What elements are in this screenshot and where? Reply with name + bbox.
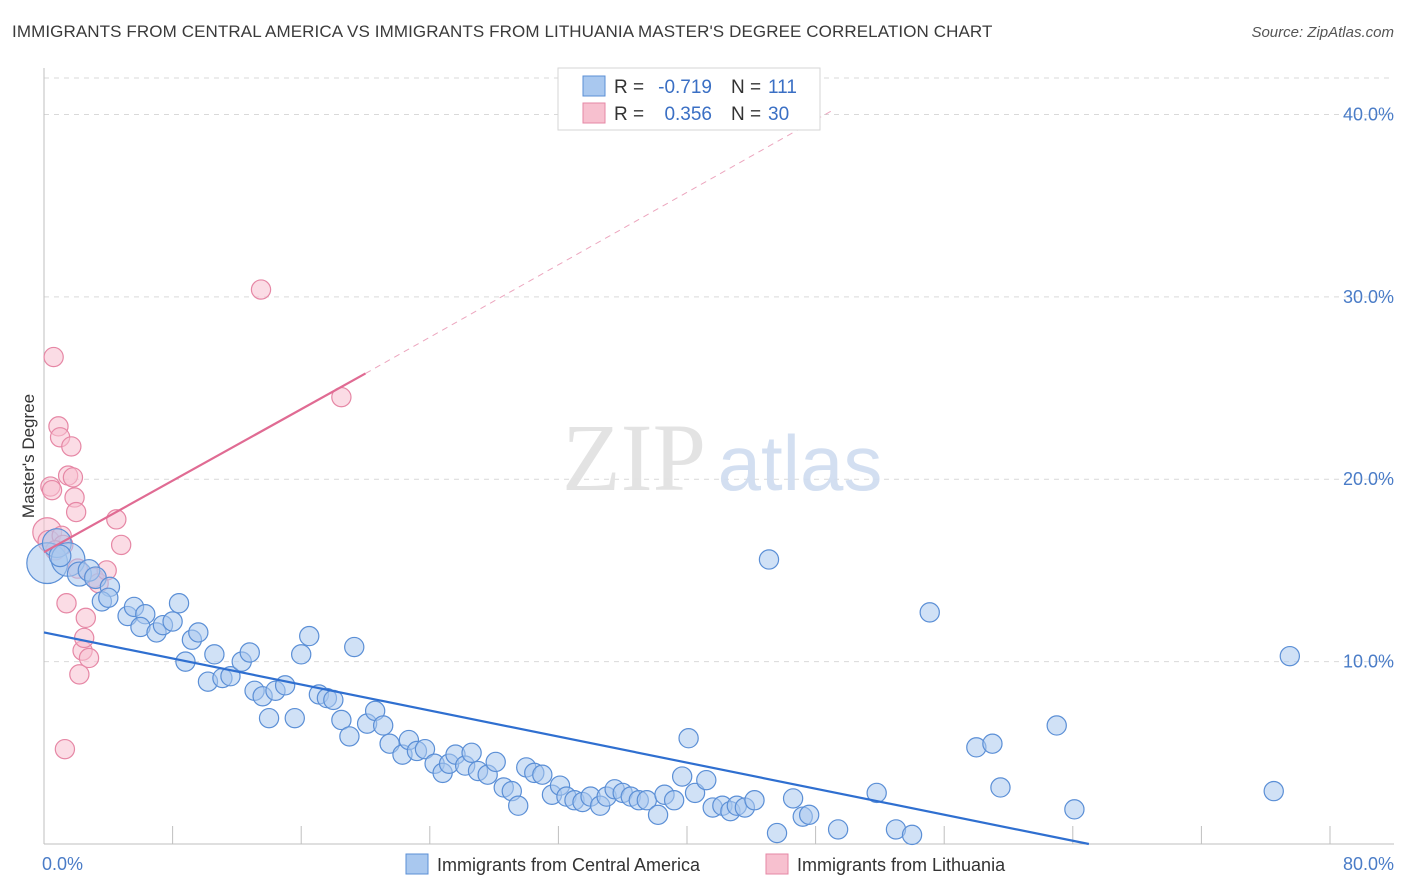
trendline-lithuania-extension	[365, 110, 832, 374]
point-lithuania-16	[69, 664, 90, 685]
y-tick-label-0: 10.0%	[1343, 652, 1394, 672]
series-legend-label-pink: Immigrants from Lithuania	[797, 855, 1006, 875]
series-legend-label-blue: Immigrants from Central America	[437, 855, 701, 875]
point-central-america-76	[647, 804, 669, 826]
point-lithuania-26	[250, 279, 272, 300]
legend-swatch-blue	[582, 75, 606, 97]
point-lithuania-9	[56, 593, 77, 614]
legend-r-label-2: R =	[614, 104, 644, 125]
trendline-central-america	[43, 631, 1090, 846]
point-central-america-15	[162, 611, 183, 632]
point-central-america-82	[696, 769, 717, 791]
y-tick-label-2: 30.0%	[1343, 287, 1394, 307]
axes	[43, 68, 1394, 845]
point-central-america-88	[744, 790, 765, 811]
point-central-america-78	[663, 790, 685, 811]
point-central-america-89	[758, 549, 780, 570]
legend-n-label-1: N =	[731, 77, 761, 98]
point-central-america-8	[98, 587, 119, 608]
point-central-america-100	[982, 733, 1003, 754]
watermark-zip: ZIP	[562, 404, 706, 511]
point-central-america-25	[239, 642, 260, 663]
tick-labels: 10.0% 20.0% 30.0% 40.0% 0.0% 80.0%	[42, 104, 1394, 874]
point-central-america-93	[798, 804, 820, 826]
point-lithuania-3	[41, 479, 63, 501]
legend-r-value-2: 0.356	[664, 104, 712, 125]
x-tick-label-0: 0.0%	[42, 854, 83, 874]
x-tick-label-1: 80.0%	[1343, 854, 1394, 874]
point-central-america-56	[485, 751, 506, 773]
y-tick-label-3: 40.0%	[1343, 104, 1394, 124]
legend-n-value-2: 30	[768, 104, 789, 125]
y-tick-label-1: 20.0%	[1343, 469, 1394, 489]
point-lithuania-28	[54, 738, 76, 760]
correlation-legend: R = -0.719 N = 111 R = 0.356 N = 30	[557, 67, 821, 131]
point-central-america-39	[344, 636, 365, 658]
point-central-america-81	[684, 782, 706, 804]
point-central-america-90	[766, 822, 788, 844]
point-lithuania-25	[110, 534, 132, 556]
point-lithuania-11	[61, 436, 82, 457]
legend-r-value-1: -0.719	[658, 77, 712, 98]
point-central-america-91	[782, 788, 804, 809]
point-central-america-31	[284, 707, 305, 729]
point-central-america-94	[827, 819, 849, 840]
series-legend-swatch-pink	[765, 853, 789, 875]
point-central-america-106	[48, 544, 72, 568]
point-lithuania-12	[62, 467, 84, 488]
series-legend-swatch-blue	[405, 853, 429, 875]
series-legend: Immigrants from Central America Immigran…	[405, 853, 1006, 875]
grid-lines	[44, 77, 1394, 663]
chart-source: Source: ZipAtlas.com	[1251, 24, 1394, 41]
point-central-america-16	[168, 593, 190, 614]
legend-r-label-1: R =	[614, 77, 644, 98]
point-central-america-47	[414, 738, 436, 760]
point-central-america-103	[1064, 799, 1085, 820]
central-america-points	[26, 528, 1301, 846]
point-central-america-53	[461, 742, 482, 764]
watermark-atlas: atlas	[718, 419, 883, 507]
point-central-america-102	[1046, 715, 1067, 736]
y-axis-title: Master's Degree	[19, 394, 38, 518]
point-central-america-42	[372, 715, 394, 736]
point-central-america-18	[188, 622, 209, 643]
point-central-america-62	[532, 764, 553, 785]
point-central-america-80	[678, 728, 699, 749]
legend-n-value-1: 111	[768, 77, 797, 98]
point-central-america-38	[339, 726, 360, 747]
point-central-america-101	[990, 777, 1011, 798]
legend-swatch-pink	[582, 102, 606, 124]
point-central-america-33	[299, 625, 320, 647]
point-lithuania-4	[43, 346, 64, 368]
chart-title: IMMIGRANTS FROM CENTRAL AMERICA VS IMMIG…	[12, 22, 993, 41]
point-central-america-29	[274, 675, 296, 696]
point-central-america-59	[508, 795, 529, 816]
point-central-america-20	[204, 644, 225, 665]
legend-n-label-2: N =	[731, 104, 761, 125]
point-central-america-97	[901, 824, 923, 846]
point-central-america-37	[331, 709, 352, 731]
point-lithuania-18	[73, 627, 95, 649]
trendline-lithuania	[43, 372, 367, 554]
point-central-america-105	[1279, 645, 1301, 667]
lithuania-points	[32, 279, 352, 760]
trendlines	[43, 110, 1090, 846]
point-lithuania-14	[65, 501, 87, 523]
point-lithuania-19	[75, 607, 96, 629]
point-central-america-30	[258, 707, 280, 729]
point-central-america-95	[866, 782, 887, 804]
point-central-america-104	[1263, 780, 1284, 802]
point-central-america-98	[919, 602, 940, 623]
point-central-america-32	[291, 644, 312, 665]
point-central-america-79	[671, 766, 693, 787]
point-lithuania-20	[78, 647, 100, 669]
